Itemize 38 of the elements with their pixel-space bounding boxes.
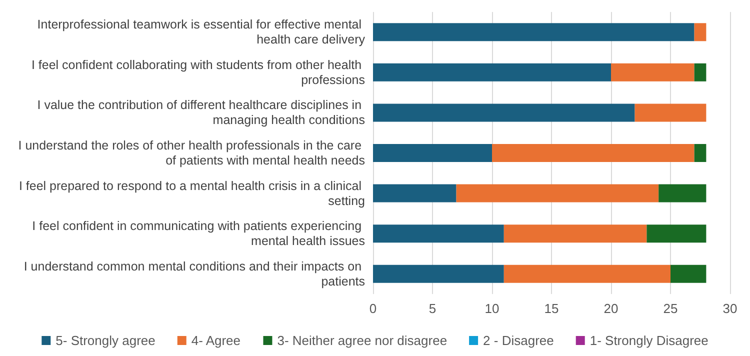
legend-label: 2 - Disagree — [483, 333, 554, 348]
y-tick-label: I understand the roles of other health professionals in the care of patients with mental health needs — [18, 138, 365, 168]
x-tick-label: 0 — [369, 301, 377, 316]
y-tick-label: I feel confident collaborating with students from other health professions — [31, 58, 365, 87]
y-tick-label: I value the contribution of different healthcare disciplines in managing health conditions — [37, 98, 365, 128]
bar — [504, 224, 647, 243]
bar — [658, 184, 706, 202]
x-tick-label: 20 — [604, 301, 618, 316]
bar — [373, 184, 456, 202]
x-tick-label: 25 — [663, 301, 678, 316]
bar — [694, 144, 706, 162]
bar — [694, 63, 706, 82]
bar — [373, 104, 635, 122]
legend-label: 4- Agree — [191, 333, 241, 348]
bar — [373, 63, 611, 82]
x-tick-label: 10 — [484, 301, 500, 316]
legend-label: 1- Strongly Disagree — [590, 333, 708, 348]
y-tick-label: I feel confident in communicating with patients experiencing mental health issues — [32, 219, 365, 248]
bar — [694, 23, 706, 42]
legend-label: 3- Neither agree nor disagree — [277, 333, 448, 348]
bar — [504, 264, 670, 283]
bar — [373, 144, 492, 162]
bar — [646, 224, 706, 243]
bar — [373, 224, 504, 243]
legend-label: 5- Strongly agree — [56, 333, 156, 348]
bar — [670, 264, 706, 283]
bar — [634, 104, 706, 122]
x-tick-label: 15 — [544, 301, 559, 316]
y-tick-label: I understand common mental conditions and their impacts on patients — [24, 259, 365, 288]
x-tick-label: 30 — [722, 301, 738, 316]
bar — [373, 23, 694, 42]
bar — [456, 184, 659, 202]
bar — [492, 144, 694, 162]
bar — [611, 63, 694, 82]
y-tick-label: I feel prepared to respond to a mental health crisis in a clinical setting — [18, 178, 366, 208]
bar — [373, 264, 504, 283]
y-tick-label: Interprofessional teamwork is essential for effective mental health care delivery — [37, 18, 366, 47]
x-tick-label: 5 — [428, 301, 436, 316]
